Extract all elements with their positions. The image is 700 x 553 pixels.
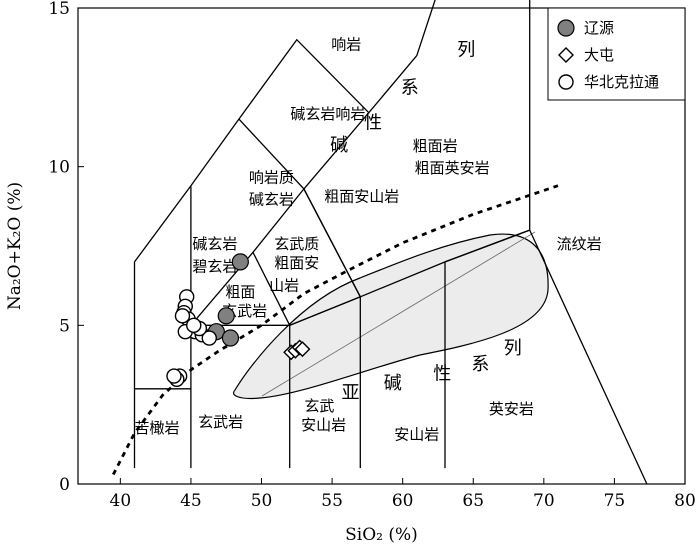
legend-label-2: 华北克拉通 [584,73,659,91]
plot-border [77,7,686,485]
series-text-3: 列 [457,40,475,61]
series-text-1: 性 [364,113,382,134]
field-boundaries [112,0,648,485]
field-label-18: 安山岩 [301,416,346,434]
field-label-20: 英安岩 [489,400,534,418]
x-tick-label-70: 70 [533,491,555,511]
x-tick-label-75: 75 [604,491,626,511]
y-axis-label: Na₂O+K₂O (%) [5,182,25,310]
legend-label-0: 辽源 [584,19,614,37]
field-label-12: 粗面 [225,283,255,301]
y-tick-label-10: 10 [48,158,70,178]
series-text-6: 性 [433,363,451,384]
field-label-5: 粗面岩 [413,137,458,155]
point-huabei-13 [166,368,182,384]
axis-ticks: 40 45 50 55 60 65 70 75 80 0 5 10 15 [48,0,695,511]
field-label-1: 碱玄岩响岩 [290,105,365,123]
point-datun-3 [294,341,311,358]
point-liaoyuan-1 [217,307,235,325]
alkaline-subalkaline-divider [112,184,559,476]
point-huabei-9 [201,330,217,346]
y-tick-label-0: 0 [59,475,70,495]
field-boundary-3 [190,112,370,326]
series-text-5: 碱 [384,373,402,394]
field-label-2: 响岩质 [249,169,294,187]
series-text-7: 系 [471,354,489,375]
x-tick-label-45: 45 [180,491,202,511]
x-tick-label-40: 40 [110,491,132,511]
field-label-10: 粗面安 [274,254,319,272]
field-label-9: 玄武质 [274,235,319,253]
field-boundary-8 [303,188,361,298]
field-label-19: 安山岩 [394,426,439,444]
field-label-14: 流纹岩 [557,235,602,253]
field-label-3: 碱玄岩 [249,191,294,209]
field-label-17: 玄武 [304,397,334,415]
point-huabei-4 [174,308,191,324]
series-text-2: 系 [401,78,419,99]
point-liaoyuan-3 [221,329,240,347]
x-tick-label-60: 60 [392,491,414,511]
field-label-4: 粗面安山岩 [324,188,399,206]
field-label-0: 响岩 [331,35,361,53]
data-points [166,253,311,387]
x-axis-label: SiO₂ (%) [345,525,418,545]
field-label-8: 碧玄岩 [192,257,237,275]
series-text-8: 列 [504,338,522,359]
x-tick-label-50: 50 [251,491,273,511]
field-boundary-7 [252,252,291,326]
field-label-16: 玄武岩 [198,413,243,431]
shaded-field-axis [261,231,536,397]
legend-label-1: 大屯 [584,46,614,64]
field-label-15: 苦橄岩 [135,419,180,437]
x-tick-label-55: 55 [321,491,343,511]
point-liaoyuan-0 [231,253,249,271]
field-label-6: 粗面英安岩 [415,159,490,177]
legend-marker-2 [558,74,574,90]
point-huabei-14 [186,317,202,334]
series-text-0: 碱 [330,135,348,156]
x-tick-label-65: 65 [462,491,484,511]
plot-frame [77,7,686,485]
field-label-7: 碱玄岩 [192,235,237,253]
field-label-11: 山岩 [269,276,299,294]
x-tick-label-80: 80 [674,491,696,511]
legend-marker-0 [557,19,575,37]
y-tick-label-15: 15 [48,0,70,19]
legend-marker-1 [558,47,574,63]
series-text-4: 亚 [341,382,359,403]
y-tick-label-5: 5 [59,316,70,336]
field-boundary-11 [529,229,648,485]
